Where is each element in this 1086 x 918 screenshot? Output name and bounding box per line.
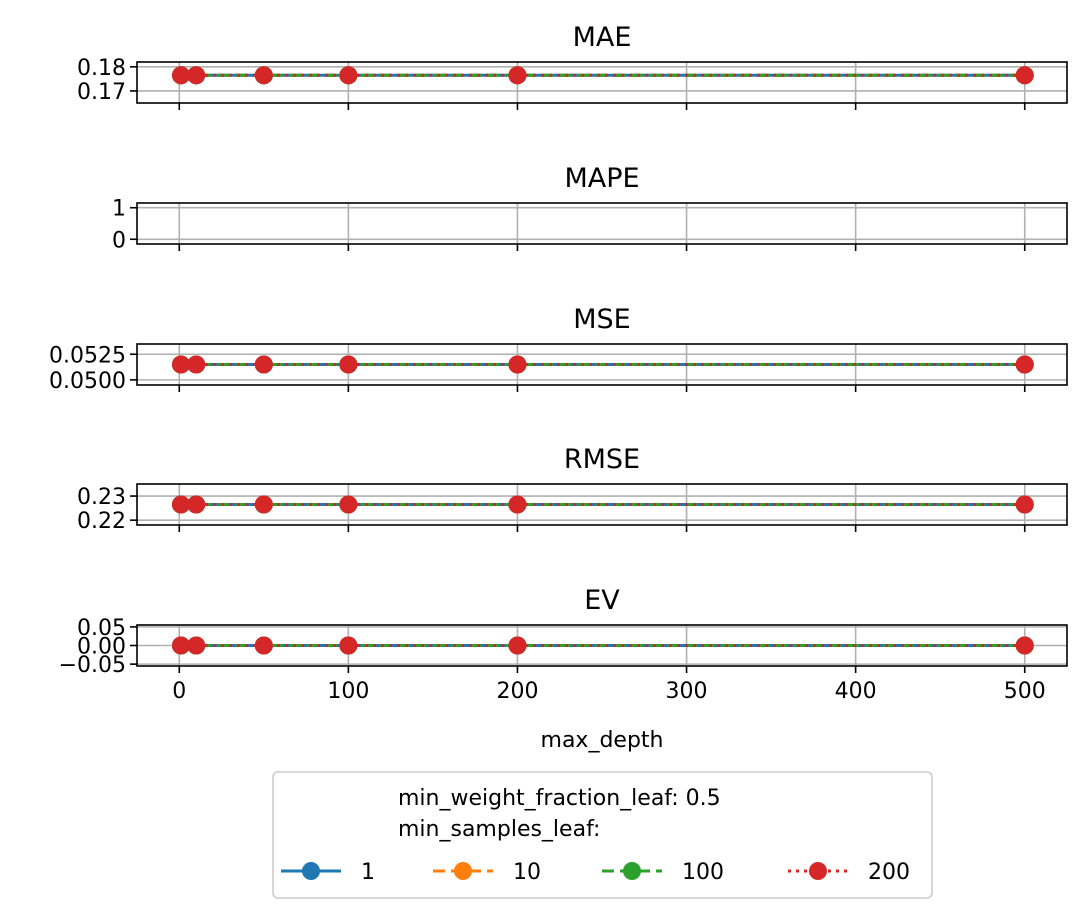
legend-label-10: 10 <box>513 860 541 885</box>
data-point-200 <box>171 66 190 85</box>
y-tick-label: 0.05 <box>77 616 126 641</box>
y-tick-label: 0.17 <box>77 80 126 105</box>
x-tick-label: 400 <box>835 679 877 704</box>
legend-marker-10 <box>454 862 472 880</box>
subplot-mape: MAPE 0 1 <box>112 163 1068 253</box>
data-point-200 <box>171 495 190 514</box>
data-point-200 <box>339 636 358 655</box>
data-point-200 <box>187 636 206 655</box>
axes-frame <box>136 61 1068 104</box>
data-point-200 <box>254 495 273 514</box>
legend-marker-200 <box>809 862 827 880</box>
data-point-200 <box>1015 355 1034 374</box>
x-tick-label: 0 <box>172 679 186 704</box>
data-point-200 <box>187 355 206 374</box>
x-tick-label: 500 <box>1004 679 1046 704</box>
data-point-200 <box>171 355 190 374</box>
axes-frame <box>136 483 1068 526</box>
data-point-200 <box>1015 636 1034 655</box>
subplot-title: MSE <box>573 304 631 335</box>
y-tick-label: 0.00 <box>77 635 126 660</box>
subplot-title: EV <box>584 585 620 616</box>
y-tick-label: 0.22 <box>77 509 126 534</box>
subplot-mae: MAE 0.170.18 <box>77 22 1068 110</box>
legend-marker-1 <box>302 862 320 880</box>
data-point-200 <box>254 636 273 655</box>
subplot-ev: EV 0 100 200 300 400 500 −0.050.000.05 <box>59 585 1068 704</box>
data-point-200 <box>508 355 527 374</box>
data-point-200 <box>187 495 206 514</box>
data-point-200 <box>254 355 273 374</box>
data-point-200 <box>339 66 358 85</box>
legend-label-100: 100 <box>682 860 724 885</box>
x-axis-label: max_depth <box>541 728 664 753</box>
y-tick-label: 0 <box>112 228 126 253</box>
data-point-200 <box>1015 66 1034 85</box>
legend-marker-100 <box>623 862 641 880</box>
subplot-title: MAPE <box>564 163 639 194</box>
legend-label-200: 200 <box>868 860 910 885</box>
subplot-title: RMSE <box>564 444 640 475</box>
axes-frame <box>136 624 1068 667</box>
data-point-200 <box>254 66 273 85</box>
legend-title-line: min_weight_fraction_leaf: 0.5 <box>398 786 721 811</box>
x-tick-label: 200 <box>496 679 538 704</box>
data-point-200 <box>508 636 527 655</box>
y-tick-label: 0.0500 <box>49 369 126 394</box>
data-point-200 <box>508 495 527 514</box>
y-tick-label: −0.05 <box>59 653 126 678</box>
x-tick-label: 300 <box>666 679 708 704</box>
legend-frame <box>272 771 933 899</box>
x-tick-label: 100 <box>327 679 369 704</box>
data-point-200 <box>508 66 527 85</box>
axes-frame <box>136 343 1068 386</box>
data-point-200 <box>1015 495 1034 514</box>
subplot-rmse: RMSE 0.220.23 <box>77 444 1068 534</box>
data-point-200 <box>187 66 206 85</box>
data-point-200 <box>339 495 358 514</box>
data-point-200 <box>171 636 190 655</box>
legend-label-1: 1 <box>361 860 375 885</box>
axes-frame <box>136 202 1068 245</box>
data-point-200 <box>339 355 358 374</box>
y-tick-label: 0.18 <box>77 56 126 81</box>
y-tick-label: 0.23 <box>77 485 126 510</box>
subplot-title: MAE <box>573 22 632 53</box>
legend: min_weight_fraction_leaf: 0.5 min_samples… <box>272 771 933 899</box>
y-tick-label: 1 <box>112 197 126 222</box>
y-tick-label: 0.0525 <box>49 343 126 368</box>
legend-title-line: min_samples_leaf: <box>398 817 600 842</box>
